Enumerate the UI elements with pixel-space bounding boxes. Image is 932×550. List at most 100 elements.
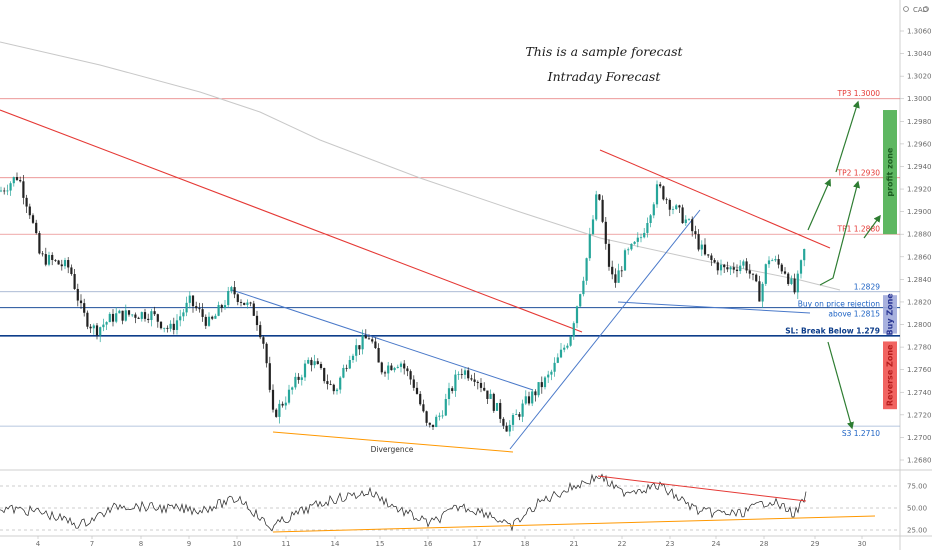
candle-body xyxy=(31,215,35,223)
candle-body xyxy=(259,325,262,338)
profit-zone-band xyxy=(883,110,897,235)
y-tick-label: 1.27600 xyxy=(907,366,932,374)
candle-body xyxy=(137,317,140,319)
candle-body xyxy=(431,424,435,427)
candle-body xyxy=(399,363,403,367)
candle-body xyxy=(19,179,22,182)
y-tick-label: 1.29200 xyxy=(907,186,932,194)
candle-body xyxy=(646,223,649,233)
candle-body xyxy=(230,287,233,291)
y-tick-label: 1.28600 xyxy=(907,253,932,261)
candle-body xyxy=(67,260,70,268)
candle-body xyxy=(207,316,211,326)
candle-body xyxy=(671,208,675,210)
x-tick-label: 24 xyxy=(712,540,721,548)
candle-body xyxy=(607,243,611,267)
candle-body xyxy=(563,347,566,350)
candle-body xyxy=(438,415,441,417)
candle-body xyxy=(441,415,444,417)
candle-body xyxy=(35,222,38,234)
y-tick-label: 1.28200 xyxy=(907,298,932,306)
candle-body xyxy=(185,302,188,313)
candle-body xyxy=(227,290,230,306)
candle-body xyxy=(716,262,719,271)
candle-body xyxy=(25,197,28,207)
rsi-panel: 75.00 50.00 25.00 xyxy=(0,473,927,535)
candle-body xyxy=(473,379,476,382)
candle-body xyxy=(124,310,127,321)
candle-body xyxy=(403,363,406,369)
candle-body xyxy=(691,219,694,232)
candle-body xyxy=(534,391,537,396)
x-tick-label: 10 xyxy=(233,540,242,548)
candle-body xyxy=(211,316,214,319)
candle-body xyxy=(457,374,460,375)
candle-body xyxy=(684,219,687,224)
candle-body xyxy=(243,302,246,305)
s3-label: S3 1.2710 xyxy=(842,429,880,438)
settings-icon[interactable] xyxy=(923,6,929,12)
moving-average-line xyxy=(0,41,841,291)
candle-body xyxy=(271,389,275,410)
above-label: above 1.2815 xyxy=(828,310,880,319)
y-tick-label: 1.27400 xyxy=(907,389,932,397)
candle-body xyxy=(175,320,179,330)
candle-body xyxy=(118,310,121,314)
candle-body xyxy=(521,403,524,417)
candle-body xyxy=(764,264,767,284)
candle-body xyxy=(633,241,636,244)
candle-body xyxy=(195,306,198,309)
candle-body xyxy=(697,234,700,250)
candle-body xyxy=(76,288,79,301)
candle-body xyxy=(511,414,515,425)
price-axis-bg xyxy=(900,0,932,550)
candle-body xyxy=(38,233,41,254)
candle-body xyxy=(364,335,367,339)
candle-body xyxy=(377,348,380,363)
candle-body xyxy=(6,190,9,192)
candle-body xyxy=(179,316,182,321)
candle-body xyxy=(707,254,710,256)
candle-body xyxy=(470,378,473,380)
tp3-label: TP3 1.3000 xyxy=(836,89,880,98)
candle-body xyxy=(502,418,505,426)
y-tick-label: 1.27800 xyxy=(907,344,932,352)
x-tick-label: 30 xyxy=(858,540,867,548)
candle-body xyxy=(326,381,329,385)
y-tick-label: 1.29800 xyxy=(907,118,932,126)
x-tick-label: 22 xyxy=(618,540,627,548)
rsi-tick-label: 50.00 xyxy=(907,505,927,513)
candle-body xyxy=(483,387,486,391)
candle-body xyxy=(143,312,147,319)
candle-body xyxy=(537,382,540,396)
profit-zone-label: profit zone xyxy=(886,147,895,197)
forecast-arrow-tp2 xyxy=(807,178,831,231)
forecast-arrow-down xyxy=(827,341,854,430)
candle-body xyxy=(639,237,643,239)
candle-body xyxy=(687,219,691,221)
candle-body xyxy=(89,326,92,329)
candle-body xyxy=(444,399,447,416)
candle-body xyxy=(553,362,556,372)
candle-body xyxy=(665,199,668,201)
candle-body xyxy=(454,374,457,391)
candle-body xyxy=(409,371,412,380)
candle-body xyxy=(387,365,390,374)
candle-body xyxy=(287,389,291,403)
candle-body xyxy=(499,403,502,419)
candle-body xyxy=(9,183,12,191)
candle-body xyxy=(556,357,559,363)
candle-body xyxy=(163,327,166,329)
entry-note-label: Buy on price rejection xyxy=(798,300,880,309)
y-tick-label: 1.28400 xyxy=(907,276,932,284)
candle-body xyxy=(495,403,499,411)
candle-body xyxy=(12,177,15,184)
candle-body xyxy=(201,309,204,317)
candle-body xyxy=(627,249,630,251)
tp1-label: TP1 1.2880 xyxy=(836,225,880,234)
candle-body xyxy=(63,260,67,267)
candle-body xyxy=(780,264,783,272)
candle-body xyxy=(751,273,755,275)
candle-body xyxy=(220,305,223,308)
y-tick-label: 1.30000 xyxy=(907,95,932,103)
